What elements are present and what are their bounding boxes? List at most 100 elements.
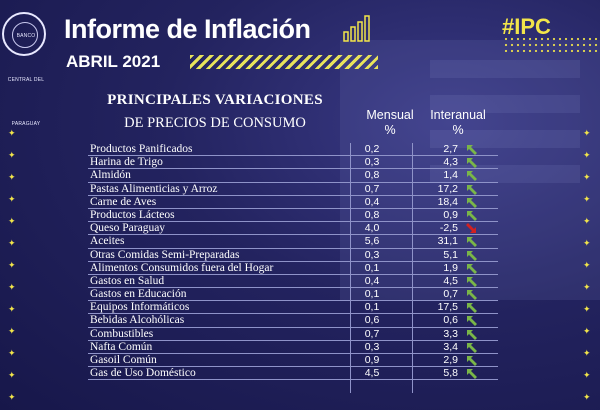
- sparkle-icon: ✦: [583, 283, 591, 293]
- decorative-hatch: [190, 55, 378, 69]
- annual-value: 5,1: [443, 248, 458, 261]
- item-name: Gas de Uso Doméstico: [90, 367, 196, 380]
- section-heading-line2: DE PRECIOS DE CONSUMO: [124, 115, 306, 131]
- item-name: Almidón: [90, 169, 131, 182]
- sparkle-icon: ✦: [583, 261, 591, 271]
- table-row: Equipos Informáticos 0,1 17,5: [88, 301, 498, 315]
- table-row: Pastas Alimenticias y Arroz 0,7 17,2: [88, 183, 498, 196]
- item-name: Nafta Común: [90, 340, 153, 353]
- monthly-value: 0,3: [364, 156, 380, 169]
- sparkle-icon: ✦: [8, 217, 16, 227]
- bar-chart-icon: [343, 15, 370, 42]
- trend-up-arrow-icon: [467, 329, 477, 340]
- item-name: Equipos Informáticos: [90, 301, 190, 314]
- item-name: Harina de Trigo: [90, 156, 163, 169]
- table-row: Aceites 5,6 31,1: [88, 235, 498, 249]
- bank-logo: BANCO CENTRAL DEL PARAGUAY: [2, 12, 46, 127]
- column-divider: [350, 143, 351, 393]
- item-name: Productos Lácteos: [90, 208, 175, 221]
- monthly-value: 0,4: [364, 274, 380, 287]
- sparkle-icon: ✦: [8, 305, 16, 315]
- monthly-value: 0,9: [364, 354, 380, 366]
- item-name: Gastos en Educación: [90, 288, 187, 301]
- table-row: Almidón 0,8 1,4: [88, 169, 498, 183]
- item-name: Aceites: [90, 235, 125, 248]
- sparkle-icon: ✦: [8, 327, 16, 337]
- item-name: Queso Paraguay: [90, 222, 166, 235]
- monthly-value: 4,0: [364, 222, 380, 235]
- sparkle-icon: ✦: [8, 195, 16, 205]
- sparkle-icon: ✦: [8, 393, 16, 403]
- monthly-value: 0,3: [364, 340, 380, 353]
- item-name: Productos Panificados: [90, 143, 193, 155]
- column-divider: [412, 143, 413, 393]
- table-row: Gastos en Salud 0,4 4,5: [88, 274, 498, 289]
- sparkle-icon: ✦: [583, 327, 591, 337]
- table-row: Harina de Trigo 0,3 4,3: [88, 156, 498, 170]
- decorative-dots: [503, 36, 600, 52]
- item-name: Pastas Alimenticias y Arroz: [90, 182, 218, 195]
- item-name: Gastos en Salud: [90, 274, 165, 287]
- monthly-value: 0,8: [364, 208, 380, 221]
- trend-up-arrow-icon: [467, 290, 477, 301]
- trend-up-arrow-icon: [467, 158, 477, 169]
- annual-value: 1,9: [443, 261, 458, 274]
- annual-value: 0,6: [443, 314, 458, 327]
- table-row: Carne de Aves 0,4 18,4: [88, 196, 498, 209]
- section-heading-line1: PRINCIPALES VARIACIONES: [107, 92, 323, 108]
- annual-value: 18,4: [437, 195, 458, 208]
- sparkle-icon: ✦: [583, 393, 591, 403]
- trend-up-arrow-icon: [467, 184, 477, 195]
- monthly-value: 0,2: [364, 143, 380, 155]
- table-row: Productos Lácteos 0,8 0,9: [88, 208, 498, 223]
- annual-value: 17,5: [437, 301, 458, 314]
- sparkle-icon: ✦: [583, 129, 591, 139]
- annual-value: 0,7: [443, 288, 458, 301]
- report-period: ABRIL 2021: [66, 52, 161, 71]
- sparkle-icon: ✦: [583, 217, 591, 227]
- table-row: Nafta Común 0,3 3,4: [88, 341, 498, 354]
- monthly-value: 0,4: [364, 195, 380, 208]
- sparkle-icon: ✦: [8, 239, 16, 249]
- sparkle-icon: ✦: [8, 349, 16, 359]
- table-row: Gas de Uso Doméstico 4,5 5,8: [88, 367, 498, 381]
- report-title: Informe de Inflación: [64, 14, 311, 44]
- bank-logo-text: BANCO CENTRAL DEL PARAGUAY: [7, 33, 45, 127]
- item-name: Bebidas Alcohólicas: [90, 314, 185, 327]
- column-monthly-label: Mensual: [366, 108, 414, 122]
- sparkle-icon: ✦: [8, 371, 16, 381]
- table-row: Bebidas Alcohólicas 0,6 0,6: [88, 314, 498, 328]
- trend-down-arrow-icon: [466, 223, 476, 234]
- item-name: Alimentos Consumidos fuera del Hogar: [90, 261, 274, 274]
- trend-up-arrow-icon: [467, 197, 477, 208]
- monthly-value: 0,1: [364, 301, 380, 314]
- trend-up-arrow-icon: [467, 276, 477, 287]
- sparkle-icon: ✦: [583, 151, 591, 161]
- background-building: [340, 40, 600, 300]
- table-row: Otras Comidas Semi-Preparadas 0,3 5,1: [88, 249, 498, 262]
- hashtag-ipc: #IPC: [502, 14, 551, 39]
- sparkle-icon: ✦: [583, 305, 591, 315]
- sparkle-icon: ✦: [8, 261, 16, 271]
- item-name: Combustibles: [90, 327, 154, 340]
- sparkle-icon: ✦: [583, 195, 591, 205]
- background-building-window: [430, 165, 580, 183]
- annual-value: 3,4: [443, 340, 458, 353]
- trend-up-arrow-icon: [467, 369, 477, 380]
- table-row: Productos Panificados 0,2 2,7: [88, 143, 498, 157]
- sparkle-icon: ✦: [8, 283, 16, 293]
- background-building-window: [430, 130, 580, 148]
- sparkle-icon: ✦: [583, 371, 591, 381]
- trend-up-arrow-icon: [467, 303, 477, 314]
- trend-up-arrow-icon: [467, 263, 477, 274]
- annual-value: 2,7: [443, 143, 458, 155]
- table-row: Alimentos Consumidos fuera del Hogar 0,1 1…: [88, 262, 498, 275]
- trend-up-arrow-icon: [467, 210, 477, 221]
- trend-up-arrow-icon: [467, 237, 477, 248]
- trend-up-arrow-icon: [467, 171, 477, 182]
- background-building-window: [430, 60, 580, 78]
- trend-up-arrow-icon: [467, 250, 477, 261]
- table-row: Combustibles 0,7 3,3: [88, 328, 498, 341]
- column-annual-unit: %: [452, 123, 464, 137]
